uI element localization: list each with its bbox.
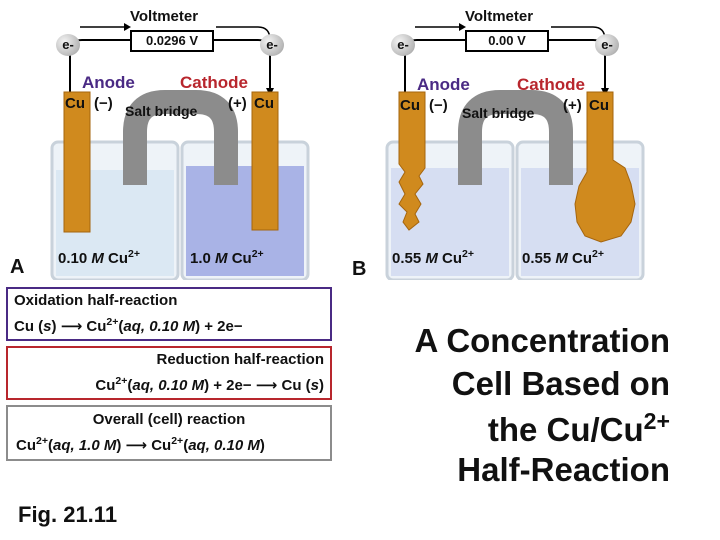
- right-concentration: 1.0 M Cu2+: [190, 248, 264, 267]
- reduction-equation: Cu2+(aq, 0.10 M) + 2e− ⟶ Cu (s): [95, 375, 324, 394]
- anode-electrode-label: Cu: [65, 95, 85, 112]
- oxidation-equation: Cu (s) ⟶ Cu2+(aq, 0.10 M) + 2e−: [14, 316, 243, 335]
- anode-electrode-corroded: [398, 91, 426, 231]
- oxidation-title: Oxidation half-reaction: [14, 292, 178, 309]
- anode-sign: (−): [94, 95, 113, 112]
- slide-title-line-2: Cell Based on: [451, 365, 670, 402]
- voltmeter-reading: 0.0296 V: [130, 30, 214, 52]
- voltmeter-reading: 0.00 V: [465, 30, 549, 52]
- arrowhead: [124, 23, 131, 31]
- figure-label: Fig. 21.11: [18, 502, 118, 527]
- slide-title-line-4: Half-Reaction: [457, 451, 670, 488]
- left-concentration: 0.55 M Cu2+: [392, 248, 475, 267]
- anode-electrode: [63, 91, 91, 233]
- electron-badge-right: e-: [595, 34, 619, 56]
- oxidation-box: Oxidation half-reaction Cu (s) ⟶ Cu2+(aq…: [6, 287, 332, 341]
- cathode-label: Cathode: [180, 73, 248, 92]
- anode-sign: (−): [429, 97, 448, 114]
- salt-bridge: [458, 90, 573, 185]
- anode-electrode-label: Cu: [400, 97, 420, 114]
- cathode-sign: (+): [228, 95, 247, 112]
- cathode-label: Cathode: [517, 75, 585, 94]
- electron-badge-left: e-: [56, 34, 80, 56]
- cathode-electrode: [251, 91, 279, 231]
- reaction-arrow: ⟶: [125, 437, 148, 454]
- salt-bridge-label: Salt bridge: [125, 103, 198, 119]
- overall-title: Overall (cell) reaction: [92, 411, 246, 428]
- overall-equation: Cu2+(aq, 1.0 M) ⟶ Cu2+(aq, 0.10 M): [16, 435, 265, 454]
- right-concentration: 0.55 M Cu2+: [522, 248, 605, 267]
- anode-label: Anode: [82, 73, 135, 92]
- electron-badge-right: e-: [260, 34, 284, 56]
- reaction-arrow: ⟶: [60, 318, 83, 335]
- reduction-title: Reduction half-reaction: [156, 351, 324, 368]
- salt-bridge: [123, 90, 238, 185]
- reduction-box: Reduction half-reaction Cu2+(aq, 0.10 M)…: [6, 346, 332, 400]
- slide-title-line-1: A Concentration: [414, 322, 670, 359]
- voltmeter-label: Voltmeter: [465, 8, 534, 25]
- panel-a-apparatus: [50, 23, 310, 280]
- voltmeter-label: Voltmeter: [130, 8, 199, 25]
- panel-b-apparatus: [385, 23, 645, 280]
- slide-title-line-3: the Cu/Cu2+: [487, 408, 670, 448]
- reaction-arrow: ⟶: [255, 377, 278, 394]
- arrowhead: [459, 23, 466, 31]
- overall-box: Overall (cell) reaction Cu2+(aq, 1.0 M) …: [6, 405, 332, 461]
- salt-bridge-label: Salt bridge: [462, 105, 535, 121]
- electron-badge-left: e-: [391, 34, 415, 56]
- anode-label: Anode: [417, 75, 470, 94]
- cathode-sign: (+): [563, 97, 582, 114]
- left-concentration: 0.10 M Cu2+: [58, 248, 141, 267]
- cathode-electrode-label: Cu: [254, 95, 274, 112]
- cathode-electrode-deposit: [574, 91, 636, 243]
- panel-a-letter: A: [10, 256, 25, 278]
- panel-b-letter: B: [352, 258, 367, 280]
- cathode-electrode-label: Cu: [589, 97, 609, 114]
